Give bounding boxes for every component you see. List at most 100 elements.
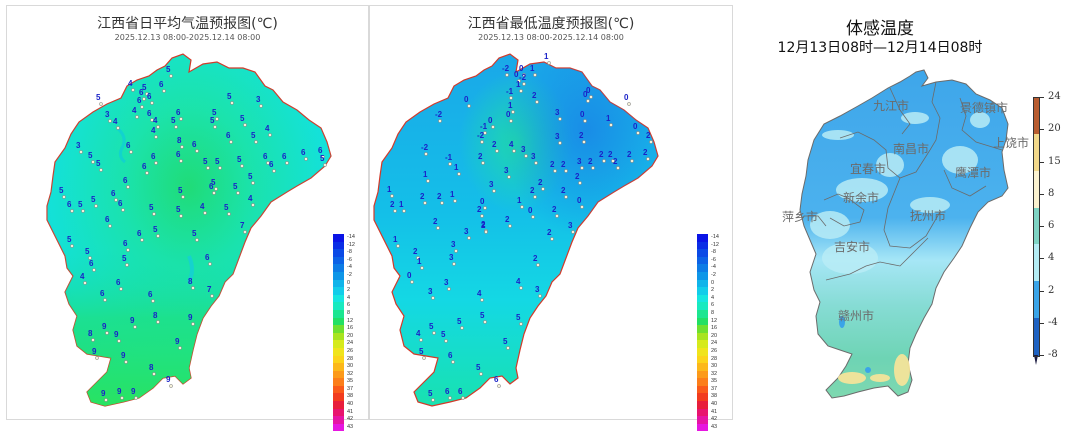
station-temperature-value: 6 — [147, 92, 152, 101]
station-marker: 2 — [477, 205, 484, 218]
station-dot-icon — [564, 195, 568, 199]
station-marker: -1 — [480, 122, 488, 135]
station-temperature-value: 5 — [320, 154, 325, 163]
colorbar-tick — [1040, 97, 1044, 98]
station-dot-icon — [627, 102, 631, 106]
station-temperature-value: 5 — [211, 178, 216, 187]
station-marker: 5 — [67, 235, 74, 248]
station-marker: 2 — [588, 157, 595, 170]
station-marker: 5 — [166, 65, 173, 78]
legend-entry: 16 — [697, 325, 719, 333]
station-temperature-value: 8 — [188, 277, 193, 286]
station-temperature-value: 6 — [89, 259, 94, 268]
station-marker: 5 — [153, 225, 160, 238]
station-dot-icon — [213, 125, 217, 129]
station-dot-icon — [520, 205, 524, 209]
station-temperature-value: 5 — [419, 347, 424, 356]
legend-label: 26 — [711, 347, 718, 354]
legend-label: 30 — [347, 363, 354, 370]
station-marker: 5 — [224, 203, 231, 216]
station-dot-icon — [140, 105, 144, 109]
station-marker: 6 — [137, 229, 144, 242]
station-dot-icon — [79, 150, 83, 154]
station-marker: 5 — [142, 83, 149, 96]
station-temperature-value: 2 — [532, 91, 537, 100]
station-dot-icon — [431, 398, 435, 402]
station-temperature-value: 5 — [59, 186, 64, 195]
station-dot-icon — [169, 384, 173, 388]
station-marker: 5 — [203, 157, 210, 170]
station-dot-icon — [210, 294, 214, 298]
station-marker: 9 — [121, 351, 128, 364]
station-dot-icon — [125, 263, 129, 267]
legend-label: 12 — [347, 317, 354, 324]
station-temperature-value: 2 — [492, 140, 497, 149]
station-temperature-value: 2 — [627, 150, 632, 159]
legend-entry: -2 — [333, 271, 355, 280]
station-temperature-value: 0 — [519, 64, 524, 73]
station-dot-icon — [444, 339, 448, 343]
station-marker: 3 — [449, 253, 456, 266]
station-marker: 3 — [521, 145, 528, 158]
legend-label: 28 — [711, 355, 718, 362]
legend-color-swatch — [697, 378, 708, 386]
station-marker: 9 — [188, 313, 195, 326]
station-marker: 3 — [568, 221, 575, 234]
legend-label: 12 — [711, 317, 718, 324]
legend-color-swatch — [697, 241, 708, 250]
station-dot-icon — [447, 287, 451, 291]
station-marker: 6 — [318, 146, 325, 159]
legend-label: -12 — [347, 241, 355, 248]
legend-color-swatch — [697, 264, 708, 272]
station-temperature-value: 6 — [318, 146, 323, 155]
station-temperature-value: 5 — [153, 225, 158, 234]
legend-color-swatch — [697, 363, 708, 371]
station-marker: 5 — [476, 363, 483, 376]
station-temperature-value: 0 — [586, 86, 591, 95]
station-dot-icon — [536, 263, 540, 267]
station-dot-icon — [508, 224, 512, 228]
station-temperature-value: 5 — [91, 195, 96, 204]
station-temperature-value: 1 — [417, 257, 422, 266]
legend-entry: 30 — [697, 363, 719, 371]
station-dot-icon — [103, 298, 107, 302]
station-temperature-value: 2 — [413, 247, 418, 256]
station-temperature-value: 8 — [177, 136, 182, 145]
station-temperature-value: 5 — [429, 322, 434, 331]
station-temperature-value: 6 — [123, 176, 128, 185]
colorbar-label: 6 — [1048, 220, 1055, 231]
station-marker: 2 — [437, 192, 444, 205]
station-dot-icon — [483, 320, 487, 324]
station-marker: 2 — [530, 186, 537, 199]
station-dot-icon — [483, 206, 487, 210]
station-temperature-value: 2 — [478, 152, 483, 161]
station-temperature-value: 2 — [588, 157, 593, 166]
station-dot-icon — [448, 396, 452, 400]
legend-color-swatch — [697, 385, 708, 394]
city-label: 上饶市 — [993, 135, 1029, 150]
station-marker: 2 — [608, 150, 615, 163]
station-temperature-value: 4 — [416, 329, 421, 338]
station-temperature-value: 9 — [188, 313, 193, 322]
station-dot-icon — [254, 140, 258, 144]
legend-label: 32 — [347, 370, 354, 377]
station-marker: 5 — [237, 155, 244, 168]
legend-color-swatch — [333, 401, 344, 409]
station-dot-icon — [243, 230, 247, 234]
legend-label: 38 — [711, 393, 718, 400]
legend-color-swatch — [697, 279, 708, 288]
legend-entry: 35 — [697, 378, 719, 386]
legend-label: -14 — [711, 234, 719, 240]
station-marker: 2 — [413, 247, 420, 260]
station-dot-icon — [83, 281, 87, 285]
jiangxi-province-shape — [373, 53, 659, 407]
station-dot-icon — [150, 118, 154, 122]
station-temperature-value: 9 — [102, 322, 107, 331]
station-temperature-value: 7 — [207, 285, 212, 294]
station-marker: 2 — [599, 150, 606, 163]
station-dot-icon — [126, 185, 130, 189]
station-dot-icon — [582, 140, 586, 144]
station-marker: 5 — [212, 108, 219, 121]
station-marker: 3 — [555, 108, 562, 121]
station-temperature-value: 4 — [153, 116, 158, 125]
